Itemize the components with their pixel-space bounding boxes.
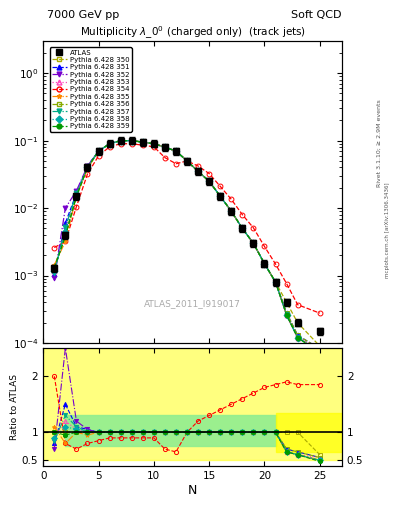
Title: Multiplicity $\lambda\_0^0$ (charged only)  (track jets): Multiplicity $\lambda\_0^0$ (charged onl… bbox=[79, 25, 306, 41]
Text: Rivet 3.1.10; ≥ 2.9M events: Rivet 3.1.10; ≥ 2.9M events bbox=[377, 99, 382, 187]
X-axis label: N: N bbox=[188, 483, 197, 497]
Text: 7000 GeV pp: 7000 GeV pp bbox=[47, 10, 119, 20]
Legend: ATLAS, Pythia 6.428 350, Pythia 6.428 351, Pythia 6.428 352, Pythia 6.428 353, P: ATLAS, Pythia 6.428 350, Pythia 6.428 35… bbox=[50, 48, 132, 132]
Text: ATLAS_2011_I919017: ATLAS_2011_I919017 bbox=[144, 300, 241, 308]
Y-axis label: Ratio to ATLAS: Ratio to ATLAS bbox=[10, 374, 19, 440]
Text: mcplots.cern.ch [arXiv:1306.3436]: mcplots.cern.ch [arXiv:1306.3436] bbox=[385, 183, 389, 278]
Text: Soft QCD: Soft QCD bbox=[292, 10, 342, 20]
